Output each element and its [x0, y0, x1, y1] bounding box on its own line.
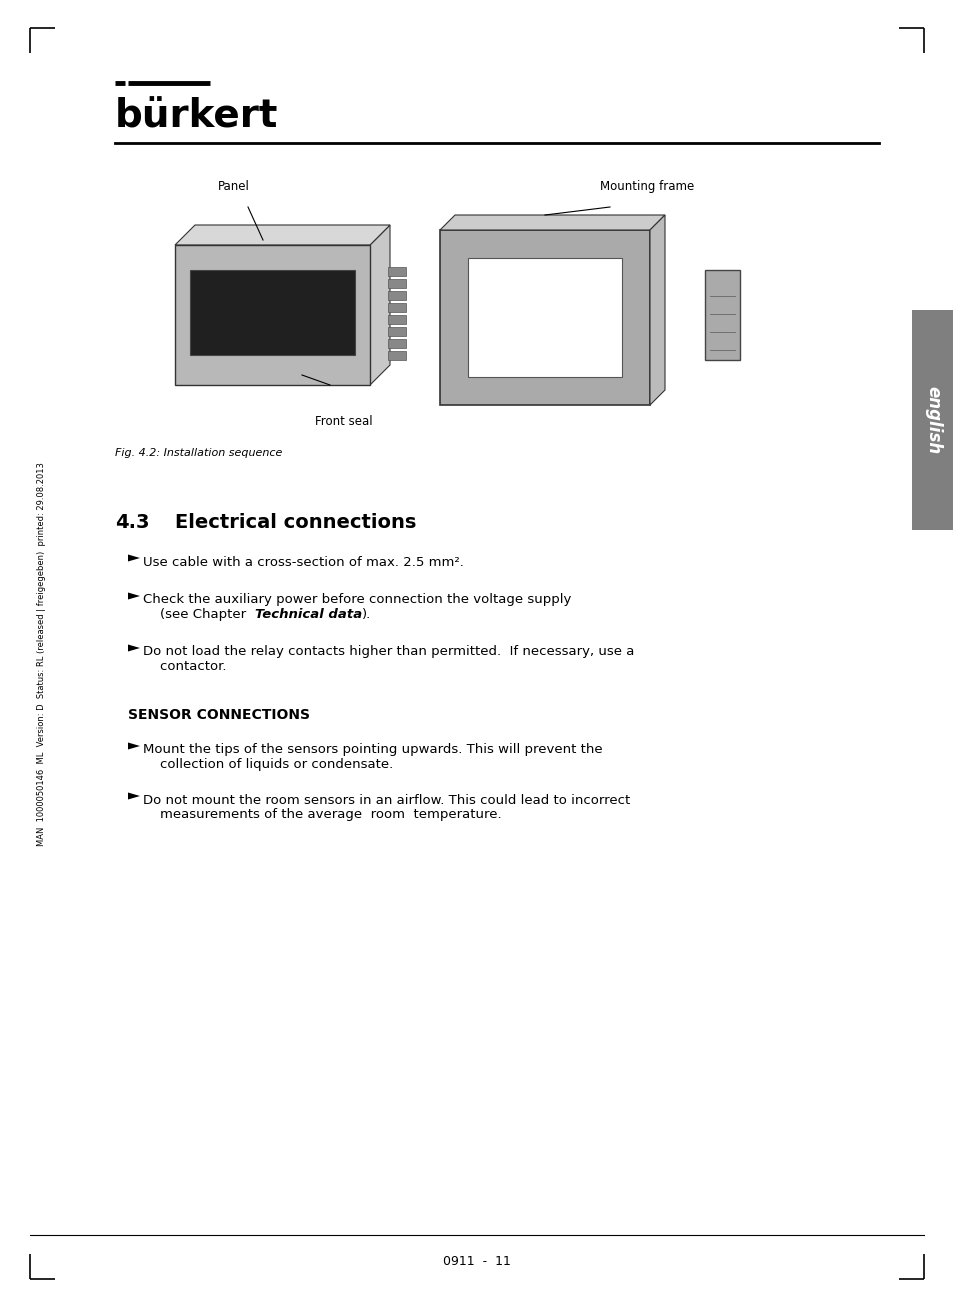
- Text: Panel: Panel: [218, 180, 250, 193]
- Text: Mounting frame: Mounting frame: [599, 180, 694, 193]
- Bar: [388, 267, 406, 276]
- Bar: [388, 327, 406, 336]
- Text: contactor.: contactor.: [143, 660, 226, 673]
- Bar: [174, 244, 370, 386]
- Text: Do not mount the room sensors in an airflow. This could lead to incorrect: Do not mount the room sensors in an airf…: [143, 793, 630, 806]
- Text: MAN  1000050146  ML  Version: D  Status: RL (released | freigegeben)  printed: 2: MAN 1000050146 ML Version: D Status: RL …: [37, 463, 47, 846]
- Text: bürkert: bürkert: [115, 97, 278, 135]
- Polygon shape: [128, 554, 140, 562]
- Text: Mount the tips of the sensors pointing upwards. This will prevent the: Mount the tips of the sensors pointing u…: [143, 744, 602, 757]
- Text: Do not load the relay contacts higher than permitted.  If necessary, use a: Do not load the relay contacts higher th…: [143, 646, 634, 659]
- Text: 4.3: 4.3: [115, 514, 150, 532]
- Text: Use cable with a cross-section of max. 2.5 mm².: Use cable with a cross-section of max. 2…: [143, 555, 463, 569]
- Bar: [468, 257, 621, 376]
- Bar: [388, 303, 406, 312]
- Bar: [190, 271, 355, 356]
- Polygon shape: [174, 225, 390, 244]
- Polygon shape: [128, 742, 140, 749]
- Bar: [704, 271, 740, 359]
- Polygon shape: [128, 792, 140, 800]
- Bar: [388, 339, 406, 348]
- Polygon shape: [649, 214, 664, 405]
- Text: 0911  -  11: 0911 - 11: [442, 1255, 511, 1268]
- Polygon shape: [370, 225, 390, 386]
- Polygon shape: [128, 592, 140, 600]
- Bar: [388, 315, 406, 324]
- Bar: [911, 310, 953, 531]
- Text: english: english: [923, 386, 941, 454]
- Text: (see Chapter: (see Chapter: [143, 608, 254, 621]
- Bar: [388, 278, 406, 288]
- Polygon shape: [128, 644, 140, 651]
- Text: Fig. 4.2: Installation sequence: Fig. 4.2: Installation sequence: [115, 448, 282, 457]
- Text: Front seal: Front seal: [314, 416, 373, 427]
- Bar: [439, 230, 649, 405]
- Bar: [388, 291, 406, 301]
- Polygon shape: [439, 214, 664, 230]
- Bar: [388, 352, 406, 359]
- Text: measurements of the average  room  temperature.: measurements of the average room tempera…: [143, 808, 501, 821]
- Text: ).: ).: [361, 608, 371, 621]
- Text: Electrical connections: Electrical connections: [174, 514, 416, 532]
- Text: collection of liquids or condensate.: collection of liquids or condensate.: [143, 758, 393, 771]
- Text: Technical data: Technical data: [254, 608, 361, 621]
- Text: SENSOR CONNECTIONS: SENSOR CONNECTIONS: [128, 708, 310, 721]
- Bar: [100, 186, 800, 420]
- Text: Check the auxiliary power before connection the voltage supply: Check the auxiliary power before connect…: [143, 593, 571, 606]
